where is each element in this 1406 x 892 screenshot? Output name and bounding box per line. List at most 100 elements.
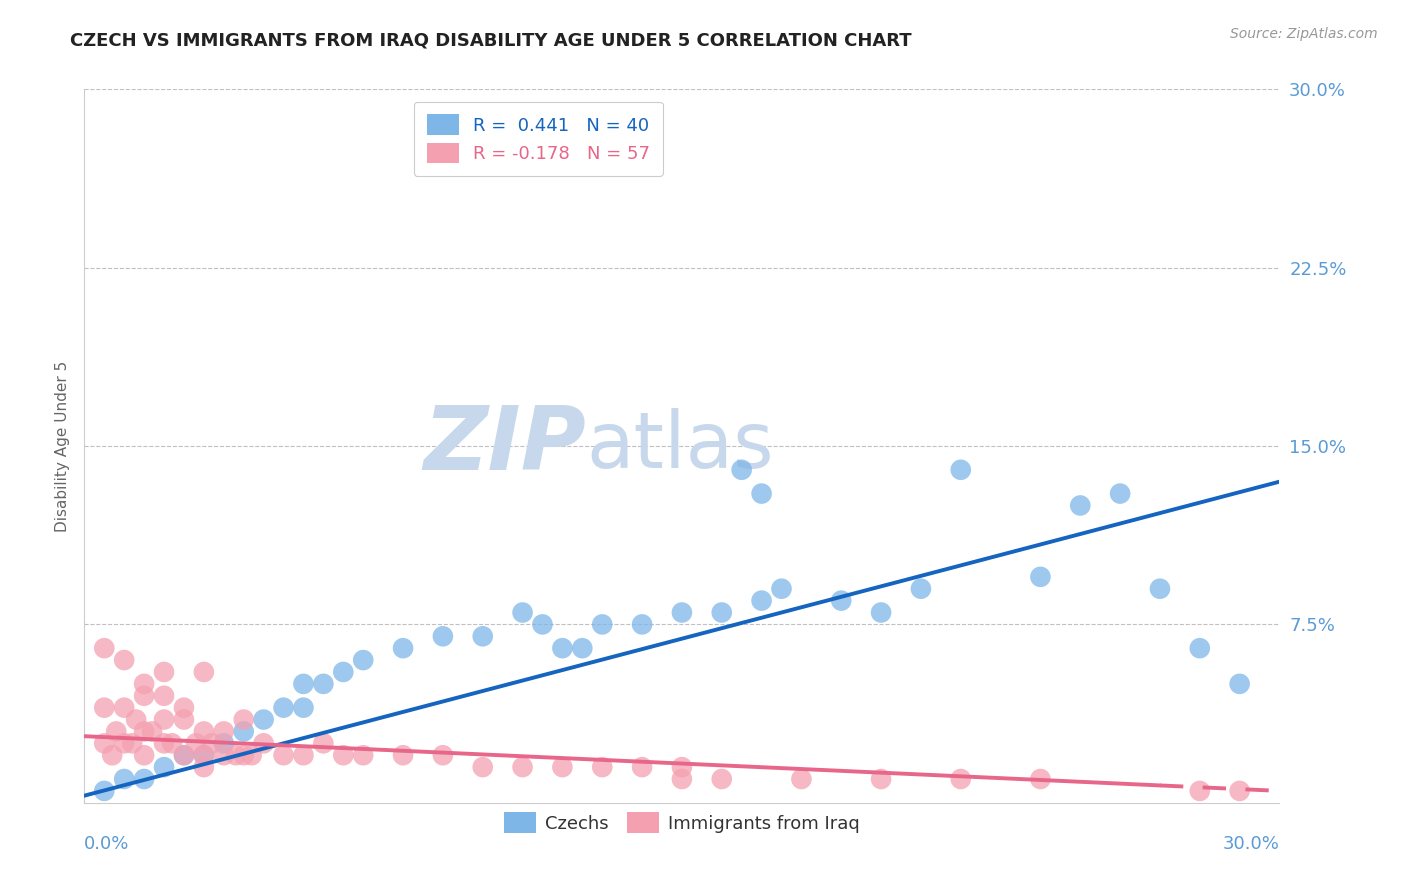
Point <box>121 736 143 750</box>
Point <box>273 700 295 714</box>
Point <box>471 760 494 774</box>
Point <box>153 736 176 750</box>
Point <box>710 772 733 786</box>
Point <box>471 629 494 643</box>
Point <box>870 772 893 786</box>
Point <box>591 617 613 632</box>
Point <box>132 724 156 739</box>
Point <box>432 629 454 643</box>
Point <box>173 700 195 714</box>
Point <box>132 677 156 691</box>
Point <box>512 760 534 774</box>
Point <box>432 748 454 763</box>
Point <box>101 748 124 763</box>
Point <box>184 736 207 750</box>
Point <box>132 772 156 786</box>
Text: atlas: atlas <box>586 408 773 484</box>
Point <box>212 748 235 763</box>
Point <box>125 713 148 727</box>
Point <box>112 700 135 714</box>
Point <box>212 736 235 750</box>
Point <box>141 724 163 739</box>
Y-axis label: Disability Age Under 5: Disability Age Under 5 <box>55 360 70 532</box>
Point <box>671 772 693 786</box>
Point <box>751 486 773 500</box>
Text: 0.0%: 0.0% <box>84 835 129 853</box>
Point <box>751 593 773 607</box>
Point <box>1188 784 1211 798</box>
Point <box>731 463 754 477</box>
Text: Source: ZipAtlas.com: Source: ZipAtlas.com <box>1230 27 1378 41</box>
Point <box>240 748 263 763</box>
Point <box>312 736 335 750</box>
Text: CZECH VS IMMIGRANTS FROM IRAQ DISABILITY AGE UNDER 5 CORRELATION CHART: CZECH VS IMMIGRANTS FROM IRAQ DISABILITY… <box>70 31 912 49</box>
Point <box>201 736 224 750</box>
Point <box>132 748 156 763</box>
Point <box>292 677 315 691</box>
Point <box>212 724 235 739</box>
Point <box>790 772 813 786</box>
Point <box>332 748 354 763</box>
Point <box>1109 486 1132 500</box>
Point <box>1188 641 1211 656</box>
Point <box>1029 570 1052 584</box>
Point <box>392 641 415 656</box>
Point <box>173 748 195 763</box>
Point <box>710 606 733 620</box>
Point <box>173 713 195 727</box>
Point <box>671 760 693 774</box>
Point <box>1149 582 1171 596</box>
Point <box>631 760 654 774</box>
Point <box>253 736 276 750</box>
Point <box>173 748 195 763</box>
Point <box>232 713 254 727</box>
Point <box>531 617 554 632</box>
Point <box>332 665 354 679</box>
Point <box>193 760 215 774</box>
Point <box>193 724 215 739</box>
Point <box>1229 677 1251 691</box>
Point <box>910 582 932 596</box>
Point <box>232 724 254 739</box>
Point <box>160 736 183 750</box>
Point <box>93 784 115 798</box>
Point <box>273 748 295 763</box>
Point <box>292 700 315 714</box>
Point <box>93 641 115 656</box>
Point <box>132 689 156 703</box>
Point <box>153 760 176 774</box>
Point <box>352 748 374 763</box>
Point <box>225 748 247 763</box>
Point <box>253 713 276 727</box>
Point <box>193 748 215 763</box>
Point <box>591 760 613 774</box>
Point <box>312 677 335 691</box>
Point <box>1069 499 1091 513</box>
Point <box>770 582 793 596</box>
Point <box>93 736 115 750</box>
Point <box>105 724 128 739</box>
Point <box>949 772 972 786</box>
Point <box>153 713 176 727</box>
Point <box>1229 784 1251 798</box>
Point <box>512 606 534 620</box>
Point <box>1029 772 1052 786</box>
Point <box>551 641 574 656</box>
Point <box>232 748 254 763</box>
Text: 30.0%: 30.0% <box>1223 835 1279 853</box>
Point <box>153 689 176 703</box>
Point <box>193 748 215 763</box>
Point <box>93 700 115 714</box>
Text: ZIP: ZIP <box>423 402 586 490</box>
Point <box>193 665 215 679</box>
Point <box>153 665 176 679</box>
Point <box>830 593 852 607</box>
Point <box>292 748 315 763</box>
Point <box>671 606 693 620</box>
Point <box>631 617 654 632</box>
Point <box>112 736 135 750</box>
Point <box>949 463 972 477</box>
Point <box>112 653 135 667</box>
Point <box>571 641 593 656</box>
Point <box>870 606 893 620</box>
